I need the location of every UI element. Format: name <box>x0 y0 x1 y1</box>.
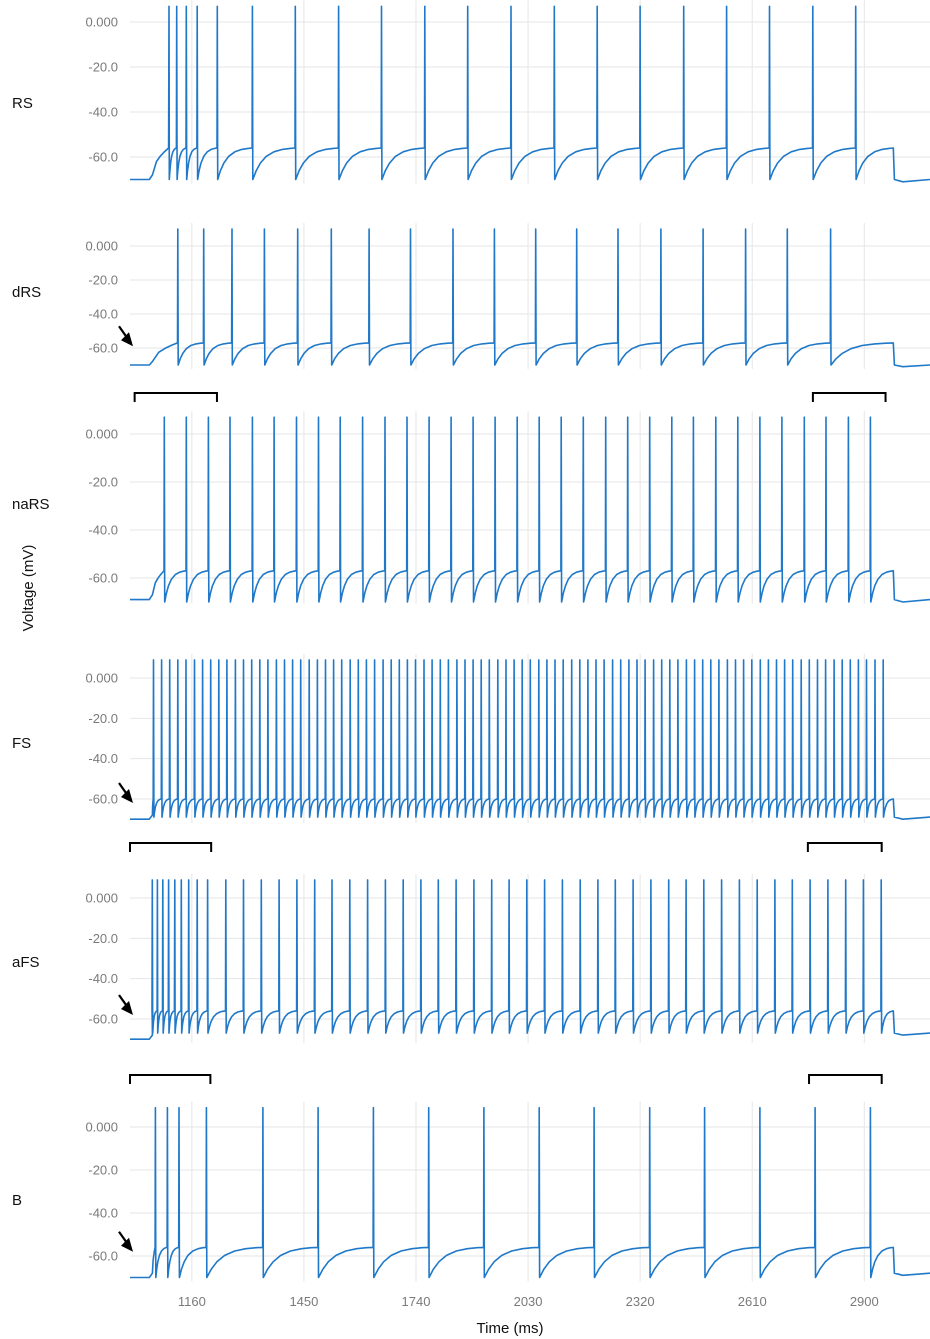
panel-label-afs: aFS <box>12 954 40 971</box>
y-tick-label: -20.0 <box>88 273 118 288</box>
panel-label-nars: naRS <box>12 496 50 513</box>
voltage-trace-drs <box>130 229 930 367</box>
x-tick-label: 1740 <box>402 1294 431 1309</box>
bracket <box>808 843 882 852</box>
y-axis-title: Voltage (mV) <box>20 545 37 632</box>
panel-label-fs: FS <box>12 735 31 752</box>
panel-drs: 0.000 -20.0 -40.0 -60.0 dRS <box>12 223 930 369</box>
y-tick-label: -60.0 <box>88 341 118 356</box>
x-tick-label: 1160 <box>178 1294 206 1309</box>
y-tick-label: -60.0 <box>88 792 118 807</box>
panel-nars: 0.000 -20.0 -40.0 -60.0 naRS <box>12 393 930 604</box>
panel-label-b: B <box>12 1192 22 1209</box>
x-tick-label: 1450 <box>289 1294 318 1309</box>
x-tick-label: 2320 <box>626 1294 655 1309</box>
panel-b: 0.000 -20.0 -40.0 -60.0 B <box>12 1075 930 1282</box>
x-tick-label: 2030 <box>514 1294 543 1309</box>
voltage-trace-b <box>130 1108 930 1278</box>
y-tick-label: 0.000 <box>85 891 118 906</box>
y-tick-label: -60.0 <box>88 1012 118 1027</box>
y-tick-label: -20.0 <box>88 475 118 490</box>
panel-label-rs: RS <box>12 95 33 112</box>
bracket <box>130 1075 210 1084</box>
voltage-trace-fs <box>130 660 930 819</box>
bracket <box>130 843 211 852</box>
y-tick-label: -40.0 <box>88 1206 118 1221</box>
y-tick-label: -40.0 <box>88 523 118 538</box>
panel-label-drs: dRS <box>12 284 41 301</box>
voltage-trace-rs <box>130 6 930 182</box>
y-tick-label: 0.000 <box>85 239 118 254</box>
panel-fs: 0.000 -20.0 -40.0 -60.0 FS <box>12 654 930 823</box>
x-axis-title: Time (ms) <box>477 1320 544 1337</box>
bracket <box>135 393 217 402</box>
trace-panels: 0.000 -20.0 -40.0 -60.0 RS 0.000 -20.0 -40.0 -60… <box>12 0 930 1281</box>
voltage-trace-afs <box>130 880 930 1039</box>
annotation-arrowhead <box>121 1001 133 1015</box>
x-axis: 1160 1450 1740 2030 2320 2610 2900 <box>178 1294 879 1309</box>
y-tick-label: -60.0 <box>88 571 118 586</box>
y-tick-label: -20.0 <box>88 711 118 726</box>
panel-afs: 0.000 -20.0 -40.0 -60.0 aFS <box>12 843 930 1043</box>
y-tick-label: -20.0 <box>88 931 118 946</box>
y-tick-label: -20.0 <box>88 60 118 75</box>
y-tick-label: -60.0 <box>88 150 118 165</box>
y-tick-label: -40.0 <box>88 971 118 986</box>
annotation-arrowhead <box>121 789 133 803</box>
y-tick-label: 0.000 <box>85 15 118 30</box>
y-tick-label: -20.0 <box>88 1163 118 1178</box>
y-tick-label: 0.000 <box>85 671 118 686</box>
y-tick-label: -40.0 <box>88 307 118 322</box>
y-tick-label: -40.0 <box>88 105 118 120</box>
annotation-arrowhead <box>121 1238 133 1252</box>
y-tick-label: -40.0 <box>88 751 118 766</box>
panel-rs: 0.000 -20.0 -40.0 -60.0 RS <box>12 0 930 183</box>
y-tick-label: 0.000 <box>85 1120 118 1135</box>
y-tick-label: -60.0 <box>88 1249 118 1264</box>
x-tick-label: 2900 <box>850 1294 879 1309</box>
annotation-arrowhead <box>121 332 133 346</box>
voltage-trace-nars <box>130 417 930 602</box>
bracket <box>813 393 886 402</box>
y-tick-label: 0.000 <box>85 427 118 442</box>
x-tick-label: 2610 <box>738 1294 767 1309</box>
bracket <box>809 1075 882 1084</box>
